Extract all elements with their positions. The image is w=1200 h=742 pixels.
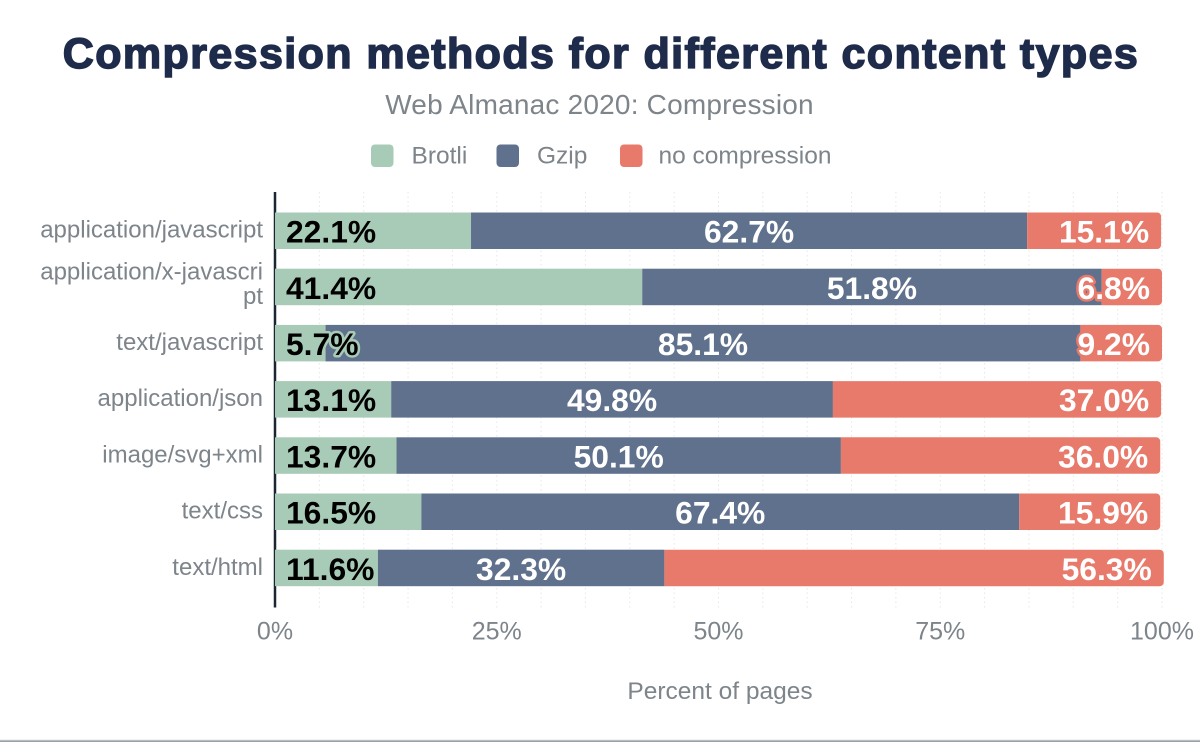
svg-text:16.5%: 16.5% — [286, 495, 376, 531]
svg-text:32.3%: 32.3% — [476, 551, 566, 587]
svg-text:15.9%: 15.9% — [1058, 495, 1148, 531]
svg-text:11.6%: 11.6% — [286, 551, 374, 587]
svg-text:22.1%: 22.1% — [286, 214, 376, 250]
svg-text:75%: 75% — [915, 618, 965, 646]
svg-text:application/javascript: application/javascript — [40, 217, 263, 244]
svg-text:0%: 0% — [257, 618, 293, 646]
svg-text:50%: 50% — [693, 618, 743, 646]
svg-text:pt: pt — [243, 283, 263, 310]
svg-text:37.0%: 37.0% — [1059, 382, 1149, 418]
svg-text:text/css: text/css — [182, 498, 263, 525]
svg-text:49.8%: 49.8% — [567, 382, 657, 418]
svg-text:50.1%: 50.1% — [574, 438, 664, 474]
svg-text:image/svg+xml: image/svg+xml — [102, 441, 263, 468]
svg-text:text/html: text/html — [172, 554, 263, 581]
svg-text:Compression methods for differ: Compression methods for different conten… — [63, 30, 1139, 78]
svg-text:56.3%: 56.3% — [1062, 551, 1152, 587]
svg-text:Brotli: Brotli — [412, 143, 468, 170]
svg-text:text/javascript: text/javascript — [116, 329, 263, 356]
svg-text:Gzip: Gzip — [537, 143, 587, 170]
svg-text:Percent of pages: Percent of pages — [627, 678, 812, 705]
svg-text:62.7%: 62.7% — [704, 214, 794, 250]
svg-text:67.4%: 67.4% — [675, 495, 765, 531]
svg-text:25%: 25% — [472, 618, 522, 646]
svg-text:85.1%: 85.1% — [658, 326, 748, 362]
svg-text:41.4%: 41.4% — [286, 270, 376, 306]
svg-text:13.7%: 13.7% — [286, 438, 376, 474]
svg-text:9.2%: 9.2% — [1078, 326, 1150, 362]
svg-text:36.0%: 36.0% — [1058, 438, 1148, 474]
svg-text:100%: 100% — [1130, 618, 1194, 646]
svg-text:application/json: application/json — [98, 385, 263, 412]
svg-text:application/x-javascri: application/x-javascri — [40, 259, 263, 286]
svg-text:5.7%: 5.7% — [286, 326, 358, 362]
svg-text:15.1%: 15.1% — [1059, 214, 1149, 250]
svg-text:6.8%: 6.8% — [1078, 270, 1150, 306]
svg-text:51.8%: 51.8% — [827, 270, 917, 306]
svg-text:no compression: no compression — [659, 143, 832, 170]
svg-text:13.1%: 13.1% — [286, 382, 376, 418]
svg-text:Web Almanac 2020: Compression: Web Almanac 2020: Compression — [385, 89, 814, 120]
